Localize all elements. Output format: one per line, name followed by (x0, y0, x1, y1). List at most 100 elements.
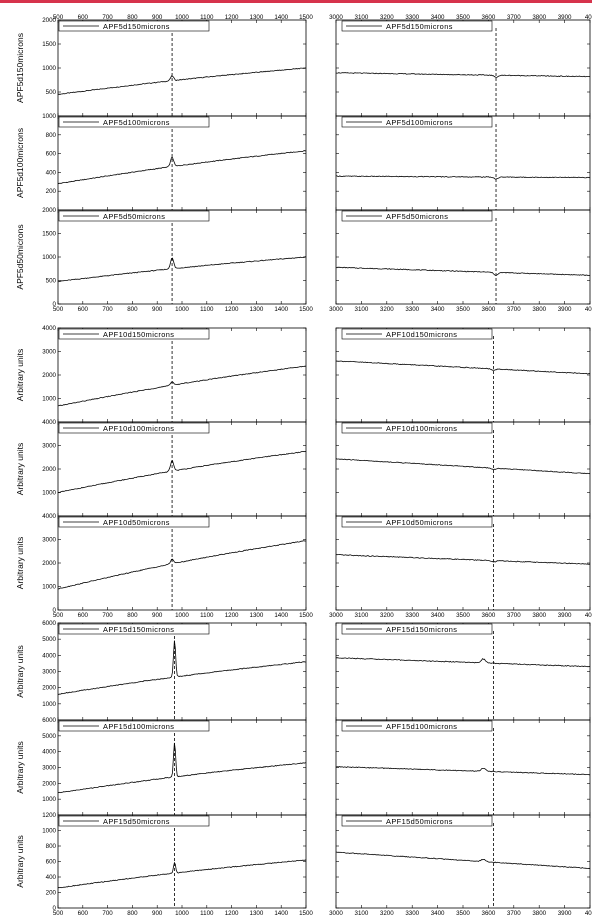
spectrum-line-apf15d150microns (58, 640, 306, 695)
x-tick-label: 3300 (405, 612, 419, 619)
y-tick-label: 4000 (42, 513, 56, 520)
x-tick-label: 3000 (329, 612, 343, 619)
legend-box (341, 623, 493, 635)
y-tick-label: 400 (46, 874, 57, 881)
x-tick-label: 3200 (380, 910, 394, 917)
spectrum-line-apf5d150microns (336, 72, 590, 78)
y-tick-label: 2000 (42, 780, 56, 787)
legend-box (341, 328, 493, 340)
plot-frame (57, 19, 307, 117)
x-tick-label: 600 (78, 306, 89, 313)
x-tick-label: 1400 (274, 14, 288, 21)
x-tick-label: 400 (585, 910, 592, 917)
x-tick-label: 900 (152, 14, 163, 21)
x-tick-label: 3500 (456, 306, 470, 313)
legend-box (341, 815, 493, 827)
x-tick-label: 600 (78, 14, 89, 21)
y-tick-label: 800 (46, 132, 57, 139)
y-tick-label: 1000 (42, 65, 56, 72)
legend-label: APF5d100microns (103, 118, 170, 127)
legend-label: APF5d150microns (103, 22, 170, 31)
y-tick-label: 500 (46, 278, 57, 285)
x-tick-label: 3500 (456, 612, 470, 619)
x-tick-label: 3200 (380, 306, 394, 313)
x-tick-label: 3500 (456, 14, 470, 21)
y-axis-label: Arbitrary units (15, 645, 25, 697)
x-tick-label: 1300 (250, 612, 264, 619)
legend-label: APF15d100microns (386, 722, 457, 731)
x-tick-label: 600 (78, 910, 89, 917)
y-tick-label: 200 (46, 188, 57, 195)
y-tick-label: 1000 (42, 396, 56, 403)
x-tick-label: 3700 (507, 306, 521, 313)
subplot-apf10d150microns-left: 1000 2000 3000 4000 APF10d150microns (42, 325, 307, 423)
x-tick-label: 1200 (225, 612, 239, 619)
subplot-apf10d100microns-left: 1000 2000 3000 4000 APF10d100microns (42, 419, 307, 517)
x-tick-label: 1100 (200, 14, 214, 21)
legend-box (341, 422, 493, 434)
plot-frame (335, 19, 591, 117)
y-axis-label: APF5d50microns (15, 224, 25, 289)
x-tick-label: 1300 (250, 910, 264, 917)
x-tick-label: 900 (152, 306, 163, 313)
x-tick-label: 3100 (355, 910, 369, 917)
x-tick-label: 400 (585, 306, 592, 313)
spectrum-line-apf5d100microns (335, 175, 591, 180)
subplot-apf5d150microns-right: 3000 3100 3200 3300 3400 3500 3600 3700 3800 3900… (329, 14, 592, 117)
legend-label: APF15d150microns (386, 625, 457, 634)
subplot-apf5d100microns-right: APF5d100microns (335, 115, 591, 211)
y-tick-label: 2000 (42, 372, 56, 379)
x-tick-label: 3000 (329, 910, 343, 917)
x-tick-label: 3400 (431, 910, 445, 917)
legend-box (341, 516, 493, 528)
subplot-apf10d50microns-right: 3000 3100 3200 3300 3400 3500 3600 3700 3800 3900… (329, 515, 592, 619)
spectrum-line-apf5d50microns (57, 256, 306, 283)
legend-label: APF15d150microns (103, 625, 174, 634)
spectrum-line-apf5d150microns (57, 67, 307, 96)
subplot-apf15d50microns-left: 0 200 400 600 800 1000 1200 500 600 700 800 900 1000… (42, 812, 313, 917)
legend-box (58, 720, 210, 732)
subplot-apf5d50microns-right: 3000 3100 3200 3300 3400 3500 3600 3700 3800 3900… (329, 209, 592, 313)
legend-box (341, 116, 493, 128)
subplot-apf15d100microns-left: 1000 2000 3000 4000 5000 6000 APF15d100microns (42, 717, 307, 816)
spectrum-line-apf10d50microns (57, 540, 307, 590)
x-tick-label: 1100 (200, 612, 214, 619)
x-tick-label: 1400 (274, 612, 288, 619)
legend-box (58, 422, 210, 434)
x-tick-label: 1100 (200, 306, 214, 313)
x-tick-label: 3800 (532, 14, 546, 21)
spectrum-line-apf10d150microns (57, 365, 307, 407)
y-axis-label: Arbitrary units (15, 741, 25, 793)
x-tick-label: 1000 (175, 910, 189, 917)
y-tick-label: 800 (46, 843, 57, 850)
spectrum-line-apf10d100microns (57, 450, 307, 494)
y-axis-label: APF5d100microns (15, 128, 25, 198)
legend-box (58, 116, 210, 128)
spectrum-line-apf15d50microns (335, 851, 591, 870)
y-tick-label: 0 (53, 607, 57, 614)
x-tick-label: 3600 (482, 612, 496, 619)
x-tick-label: 3300 (405, 910, 419, 917)
legend-box (58, 328, 210, 340)
x-tick-label: 1500 (299, 612, 313, 619)
x-tick-label: 3200 (380, 612, 394, 619)
plot-frame (335, 814, 591, 909)
y-axis-label: Arbitrary units (15, 537, 25, 589)
y-tick-label: 1500 (42, 41, 56, 48)
y-tick-label: 4000 (42, 749, 56, 756)
x-tick-label: 3700 (507, 612, 521, 619)
x-tick-label: 1200 (225, 306, 239, 313)
spectrum-line-apf5d100microns (57, 150, 307, 185)
spectrum-line-apf15d150microns (335, 657, 591, 668)
y-tick-label: 2000 (42, 466, 56, 473)
x-tick-label: 400 (585, 612, 592, 619)
y-tick-label: 4000 (42, 325, 56, 332)
y-tick-label: 1000 (42, 796, 56, 803)
x-tick-label: 3800 (532, 910, 546, 917)
y-tick-label: 2000 (42, 560, 56, 567)
x-tick-label: 1100 (200, 910, 214, 917)
x-tick-label: 800 (127, 306, 138, 313)
legend-label: APF10d150microns (386, 330, 457, 339)
x-tick-label: 1200 (225, 910, 239, 917)
x-tick-label: 3000 (329, 306, 343, 313)
